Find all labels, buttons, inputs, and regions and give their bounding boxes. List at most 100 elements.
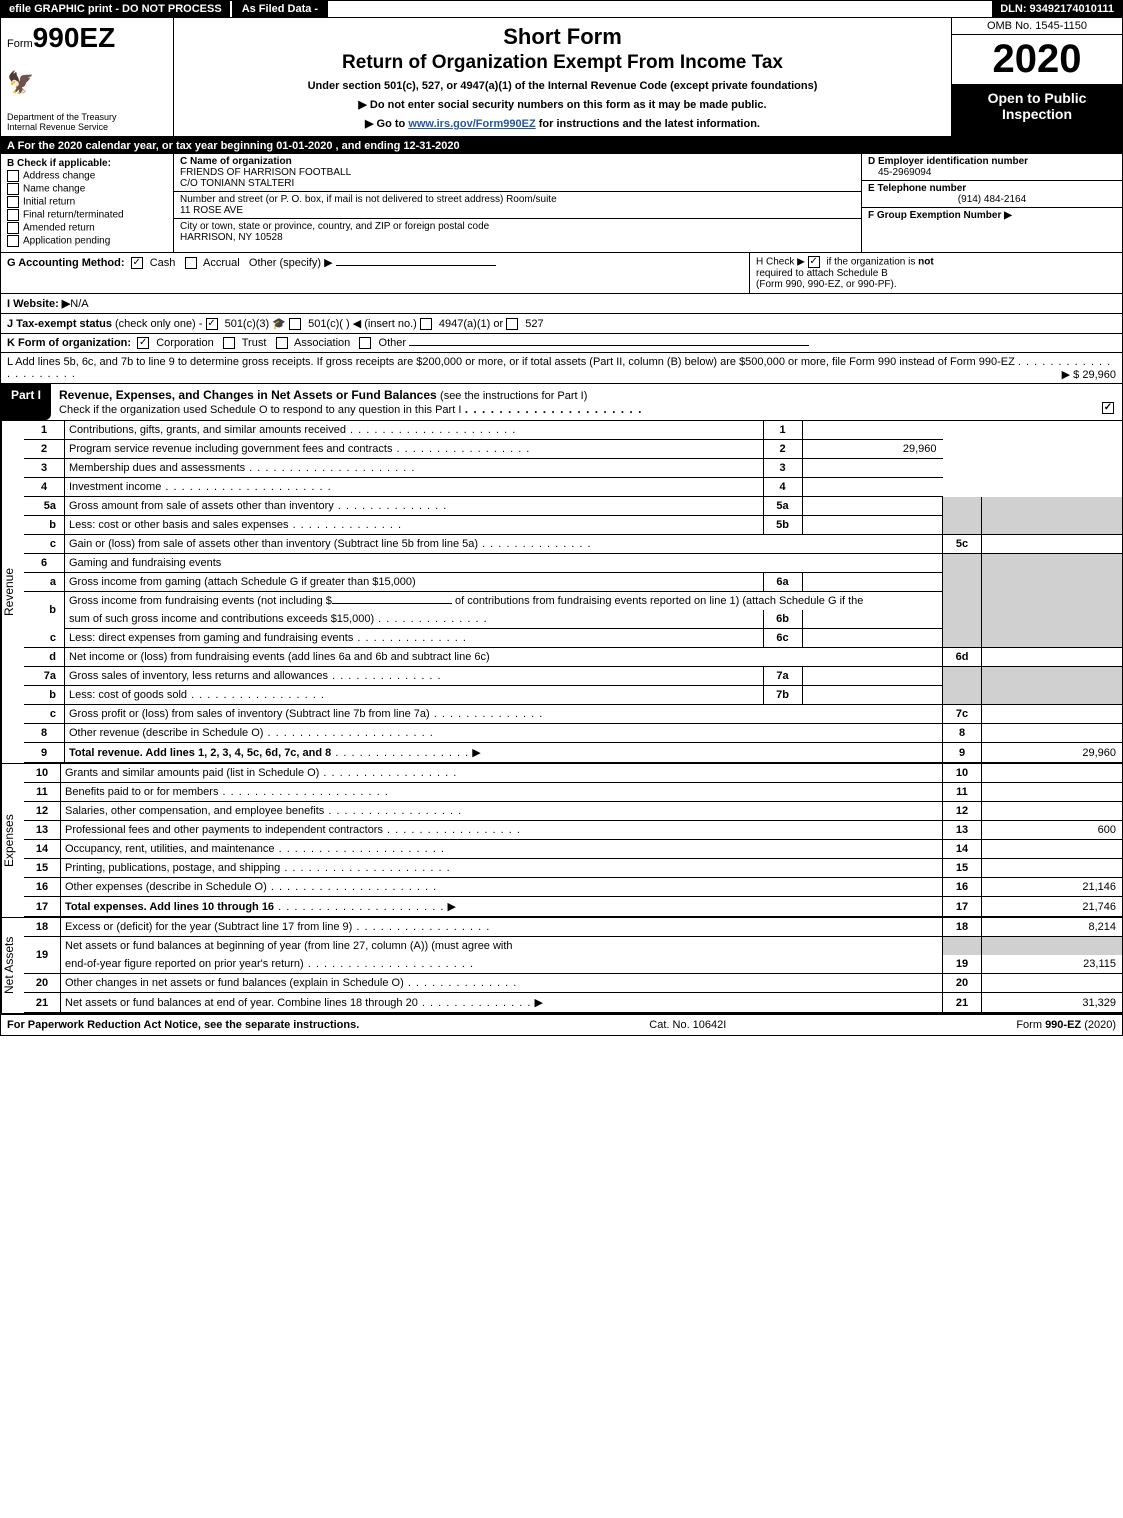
line-7c: Gross profit or (loss) from sales of inv… bbox=[69, 708, 430, 720]
form-prefix: Form bbox=[7, 38, 33, 50]
chk-final-return[interactable]: Final return/terminated bbox=[7, 209, 167, 221]
val-19: 23,115 bbox=[982, 955, 1123, 974]
val-6b bbox=[802, 610, 943, 629]
line-10: Grants and similar amounts paid (list in… bbox=[65, 767, 319, 779]
part-i-title: Revenue, Expenses, and Changes in Net As… bbox=[51, 384, 1122, 420]
city-state-zip: HARRISON, NY 10528 bbox=[180, 232, 855, 243]
line-14: Occupancy, rent, utilities, and maintena… bbox=[65, 843, 275, 855]
line-6b-1: Gross income from fundraising events (no… bbox=[69, 595, 332, 607]
chk-address-change[interactable]: Address change bbox=[7, 170, 167, 182]
omb-number: OMB No. 1545-1150 bbox=[952, 18, 1122, 35]
line-20: Other changes in net assets or fund bala… bbox=[65, 977, 404, 989]
val-5c bbox=[982, 535, 1123, 554]
section-b-to-f: B Check if applicable: Address change Na… bbox=[1, 154, 1122, 253]
val-12 bbox=[982, 802, 1123, 821]
val-6a bbox=[802, 573, 943, 592]
line-5c: Gain or (loss) from sale of assets other… bbox=[69, 538, 478, 550]
val-15 bbox=[982, 859, 1123, 878]
chk-name-change[interactable]: Name change bbox=[7, 183, 167, 195]
chk-4947[interactable] bbox=[420, 318, 432, 330]
i-label: I Website: ▶ bbox=[7, 298, 70, 310]
val-11 bbox=[982, 783, 1123, 802]
chk-application-pending[interactable]: Application pending bbox=[7, 235, 167, 247]
revenue-section: Revenue 1Contributions, gifts, grants, a… bbox=[1, 421, 1122, 764]
val-7a bbox=[802, 667, 943, 686]
val-1 bbox=[802, 421, 943, 440]
goto-pre: ▶ Go to bbox=[365, 118, 408, 130]
k-other-line[interactable] bbox=[409, 345, 809, 346]
city-label: City or town, state or province, country… bbox=[180, 221, 855, 232]
val-2: 29,960 bbox=[802, 440, 943, 459]
dept-line1: Department of the Treasury bbox=[7, 112, 167, 122]
part-i-header: Part I Revenue, Expenses, and Changes in… bbox=[1, 384, 1122, 421]
as-filed-label: As Filed Data - bbox=[230, 1, 328, 17]
net-assets-table: 18Excess or (deficit) for the year (Subt… bbox=[24, 918, 1122, 1013]
chk-501c[interactable] bbox=[289, 318, 301, 330]
chk-schedule-o[interactable] bbox=[1102, 402, 1114, 414]
open-to-public: Open to Public Inspection bbox=[952, 84, 1122, 136]
line-6b-3: sum of such gross income and contributio… bbox=[69, 613, 374, 625]
chk-trust[interactable] bbox=[223, 337, 235, 349]
line-2: Program service revenue including govern… bbox=[69, 443, 392, 455]
row-k-form-org: K Form of organization: Corporation Trus… bbox=[1, 334, 1122, 353]
val-5b bbox=[802, 516, 943, 535]
ssn-note: ▶ Do not enter social security numbers o… bbox=[182, 98, 943, 111]
val-16: 21,146 bbox=[982, 878, 1123, 897]
val-14 bbox=[982, 840, 1123, 859]
chk-initial-return[interactable]: Initial return bbox=[7, 196, 167, 208]
l-amount: ▶ $ 29,960 bbox=[1062, 368, 1116, 381]
chk-amended-return[interactable]: Amended return bbox=[7, 222, 167, 234]
chk-cash[interactable] bbox=[131, 257, 143, 269]
l-text: L Add lines 5b, 6c, and 7b to line 9 to … bbox=[7, 356, 1015, 368]
line-6a: Gross income from gaming (attach Schedul… bbox=[69, 576, 416, 588]
row-l-gross-receipts: L Add lines 5b, 6c, and 7b to line 9 to … bbox=[1, 353, 1122, 384]
line-5b: Less: cost or other basis and sales expe… bbox=[69, 519, 289, 531]
h-schedule-b: H Check ▶ if the organization is not req… bbox=[749, 253, 1122, 293]
line-19b: end-of-year figure reported on prior yea… bbox=[65, 958, 304, 970]
line-6b-2: of contributions from fundraising events… bbox=[455, 595, 863, 607]
line-9: Total revenue. Add lines 1, 2, 3, 4, 5c,… bbox=[69, 747, 331, 759]
org-co: C/O TONIANN STALTERI bbox=[180, 178, 855, 189]
form-ref: Form 990-EZ (2020) bbox=[1016, 1019, 1116, 1031]
val-4 bbox=[802, 478, 943, 497]
goto-note: ▶ Go to www.irs.gov/Form990EZ for instru… bbox=[182, 117, 943, 130]
k-label: K Form of organization: bbox=[7, 337, 131, 349]
chk-not-required[interactable] bbox=[808, 256, 820, 268]
val-10 bbox=[982, 764, 1123, 783]
e-tel-label: E Telephone number bbox=[868, 183, 1116, 194]
line-6c: Less: direct expenses from gaming and fu… bbox=[69, 632, 353, 644]
chk-corporation[interactable] bbox=[137, 337, 149, 349]
j-label: J Tax-exempt status bbox=[7, 318, 112, 330]
line-16: Other expenses (describe in Schedule O) bbox=[65, 881, 267, 893]
line-5a: Gross amount from sale of assets other t… bbox=[69, 500, 334, 512]
top-bar: efile GRAPHIC print - DO NOT PROCESS As … bbox=[1, 1, 1122, 18]
as-filed-blank bbox=[328, 1, 992, 17]
irs-link[interactable]: www.irs.gov/Form990EZ bbox=[408, 118, 535, 130]
g-label: G Accounting Method: bbox=[7, 257, 125, 269]
chk-association[interactable] bbox=[276, 337, 288, 349]
d-ein-label: D Employer identification number bbox=[868, 156, 1116, 167]
line-19a: Net assets or fund balances at beginning… bbox=[65, 940, 513, 952]
val-7b bbox=[802, 686, 943, 705]
chk-527[interactable] bbox=[506, 318, 518, 330]
line-6d: Net income or (loss) from fundraising ev… bbox=[69, 651, 490, 663]
f-group-label: F Group Exemption Number ▶ bbox=[868, 210, 1116, 221]
line-3: Membership dues and assessments bbox=[69, 462, 245, 474]
g-other: Other (specify) ▶ bbox=[249, 257, 333, 269]
g-other-line[interactable] bbox=[336, 265, 496, 266]
expenses-table: 10Grants and similar amounts paid (list … bbox=[24, 764, 1122, 917]
main-title: Return of Organization Exempt From Incom… bbox=[182, 52, 943, 74]
val-5a bbox=[802, 497, 943, 516]
line-17: Total expenses. Add lines 10 through 16 bbox=[65, 901, 274, 913]
chk-501c3[interactable] bbox=[206, 318, 218, 330]
website-value: N/A bbox=[70, 298, 88, 310]
line-8: Other revenue (describe in Schedule O) bbox=[69, 727, 263, 739]
line-13: Professional fees and other payments to … bbox=[65, 824, 383, 836]
chk-accrual[interactable] bbox=[185, 257, 197, 269]
irs-eagle-icon: 🦅 bbox=[7, 70, 167, 96]
side-expenses: Expenses bbox=[1, 764, 24, 917]
part-i-tab: Part I bbox=[1, 384, 51, 420]
page-footer: For Paperwork Reduction Act Notice, see … bbox=[1, 1015, 1122, 1035]
chk-other-org[interactable] bbox=[359, 337, 371, 349]
line-4: Investment income bbox=[69, 481, 161, 493]
